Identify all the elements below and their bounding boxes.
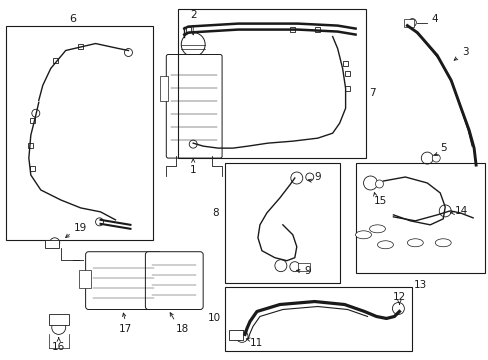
- Bar: [224, 287, 411, 351]
- Circle shape: [32, 109, 40, 117]
- Circle shape: [407, 19, 415, 27]
- Circle shape: [236, 330, 247, 342]
- Circle shape: [52, 320, 65, 334]
- Circle shape: [363, 176, 377, 190]
- Bar: [228, 330, 243, 340]
- Ellipse shape: [434, 239, 450, 247]
- Circle shape: [274, 260, 286, 272]
- Text: 12: 12: [392, 292, 405, 302]
- Bar: [78, 44, 83, 49]
- Bar: [178, 9, 365, 158]
- Ellipse shape: [377, 241, 393, 249]
- FancyBboxPatch shape: [145, 252, 203, 310]
- Circle shape: [290, 172, 302, 184]
- Circle shape: [431, 154, 439, 162]
- Text: 14: 14: [454, 206, 468, 216]
- Bar: [404, 19, 413, 27]
- Bar: [224, 163, 339, 283]
- Bar: [79, 270, 90, 288]
- Text: 16: 16: [52, 342, 65, 352]
- Text: 19: 19: [74, 223, 87, 233]
- Bar: [45, 240, 59, 248]
- Text: 1: 1: [189, 165, 196, 175]
- Bar: [343, 61, 347, 66]
- Bar: [30, 118, 35, 123]
- Text: 10: 10: [207, 314, 221, 324]
- Ellipse shape: [355, 231, 371, 239]
- Text: 15: 15: [373, 196, 386, 206]
- Text: 4: 4: [430, 14, 437, 24]
- Text: 13: 13: [413, 280, 426, 289]
- Text: 9: 9: [314, 172, 321, 182]
- Ellipse shape: [407, 239, 423, 247]
- FancyBboxPatch shape: [85, 252, 161, 310]
- Circle shape: [95, 218, 103, 226]
- Bar: [185, 27, 190, 32]
- Bar: [297, 263, 309, 271]
- Circle shape: [289, 262, 299, 272]
- Text: 3: 3: [461, 48, 468, 58]
- Bar: [345, 71, 349, 76]
- Circle shape: [50, 238, 60, 248]
- Bar: [290, 27, 295, 32]
- Circle shape: [421, 152, 432, 164]
- Circle shape: [181, 32, 205, 57]
- Circle shape: [189, 140, 197, 148]
- Circle shape: [438, 205, 450, 217]
- Text: 7: 7: [369, 88, 375, 98]
- Text: 17: 17: [119, 324, 132, 334]
- Text: 8: 8: [212, 208, 219, 218]
- FancyBboxPatch shape: [166, 54, 222, 158]
- Text: 18: 18: [175, 324, 188, 334]
- Text: 11: 11: [249, 338, 263, 348]
- Bar: [315, 27, 320, 32]
- Bar: [160, 76, 168, 101]
- Bar: [28, 143, 33, 148]
- Circle shape: [375, 180, 383, 188]
- Text: 2: 2: [189, 10, 196, 20]
- Circle shape: [124, 49, 132, 57]
- Bar: [49, 315, 68, 325]
- Circle shape: [305, 173, 313, 181]
- Bar: [53, 58, 58, 63]
- Text: 6: 6: [69, 14, 76, 24]
- Bar: [345, 86, 349, 91]
- Text: 9: 9: [304, 266, 311, 276]
- Ellipse shape: [369, 225, 385, 233]
- Bar: [30, 166, 35, 171]
- Bar: [355, 163, 484, 273]
- Bar: [6, 26, 153, 240]
- Text: 5: 5: [439, 143, 446, 153]
- Circle shape: [392, 302, 404, 315]
